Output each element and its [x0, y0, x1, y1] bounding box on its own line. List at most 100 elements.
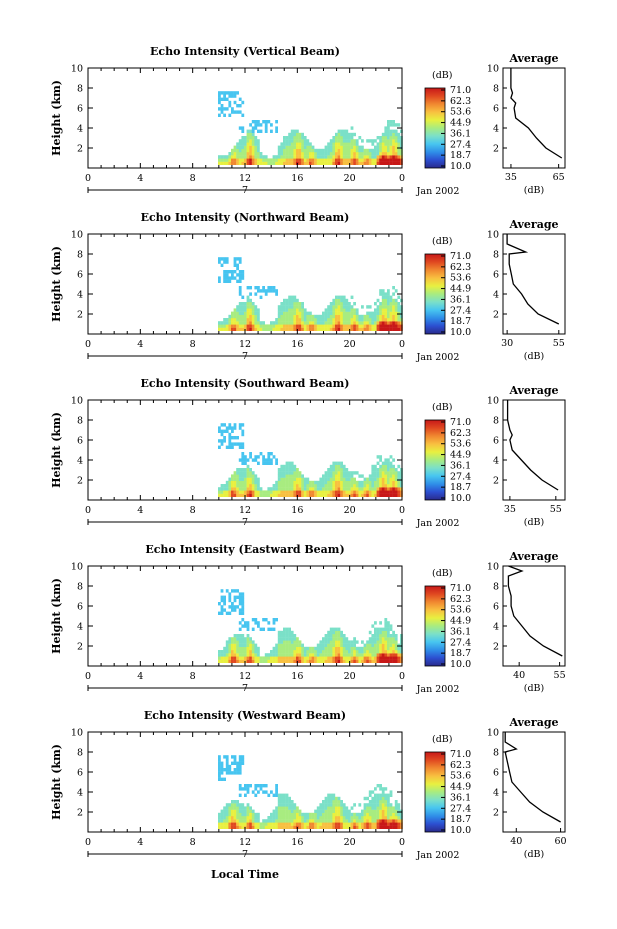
x-tick-label: 8 [190, 837, 196, 848]
heatmap-cell [228, 656, 232, 660]
heatmap-cell [303, 659, 307, 663]
heatmap-cell [272, 819, 276, 823]
heatmap-cell [251, 627, 255, 631]
heatmap-cell [218, 761, 221, 765]
heatmap-cell [337, 295, 341, 299]
profile-y-tick-label: 4 [493, 290, 499, 301]
heatmap-cell [329, 637, 333, 641]
heatmap-cell [361, 659, 364, 663]
heatmap-cell [316, 493, 320, 497]
heatmap-cell [246, 142, 250, 146]
heatmap-cell [251, 327, 255, 331]
heatmap-cell [233, 477, 237, 481]
heatmap-cell [361, 158, 364, 162]
heatmap-cell [374, 490, 377, 494]
heatmap-cell [233, 161, 237, 165]
heatmap-cell [345, 487, 349, 491]
heatmap-cell [389, 474, 393, 478]
heatmap-cell [298, 812, 302, 817]
heatmap-cell [233, 809, 237, 813]
heatmap-cell [316, 646, 320, 651]
heatmap-cell [392, 324, 395, 328]
heatmap-cell [392, 132, 395, 137]
heatmap-cell [288, 806, 291, 810]
heatmap-cell [246, 819, 250, 823]
heatmap-cell [361, 653, 364, 657]
heatmap-cell [306, 812, 310, 817]
heatmap-cell [296, 471, 299, 475]
heatmap-cell [220, 439, 224, 443]
heatmap-cell [329, 324, 333, 328]
heatmap-cell [267, 487, 271, 491]
heatmap-cell [228, 324, 232, 328]
colorbar-tick-label: 71.0 [450, 749, 471, 760]
heatmap-cell [283, 487, 286, 491]
heatmap-cell [244, 822, 247, 826]
heatmap-cell [233, 257, 237, 261]
heatmap-cell [379, 796, 382, 801]
heatmap-cell [257, 145, 260, 149]
heatmap-cell [270, 161, 273, 165]
chart-title: Echo Intensity (Eastward Beam) [145, 543, 344, 556]
heatmap-cell [384, 461, 388, 465]
heatmap-cell [301, 136, 304, 140]
heatmap-cell [327, 646, 330, 651]
heatmap-cell [381, 480, 385, 485]
heatmap-cell [264, 126, 268, 130]
heatmap-cell [223, 602, 226, 606]
heatmap-cell [220, 104, 224, 108]
heatmap-cell [231, 107, 234, 111]
heatmap-cell [257, 656, 260, 660]
x-tick-label: 12 [239, 671, 251, 682]
heatmap-cell [298, 161, 302, 165]
heatmap-cell [376, 487, 380, 491]
heatmap-cell [371, 477, 375, 481]
heatmap-cell [241, 477, 245, 481]
heatmap-cell [358, 812, 362, 817]
heatmap-cell [348, 656, 351, 660]
heatmap-cell [366, 158, 369, 162]
heatmap-cell [288, 637, 291, 641]
heatmap-cell [228, 158, 232, 162]
heatmap-cell [397, 806, 401, 810]
heatmap-cell [397, 311, 401, 315]
heatmap-cell [290, 158, 294, 162]
heatmap-cell [353, 324, 356, 328]
heatmap-cell [379, 321, 382, 325]
heatmap-cell [254, 653, 258, 657]
heatmap-cell [298, 816, 302, 820]
heatmap-cell [218, 656, 221, 660]
heatmap-cell [246, 318, 250, 322]
heatmap-cell [322, 484, 325, 488]
heatmap-cell [327, 487, 330, 491]
heatmap-cell [387, 311, 390, 315]
heatmap-cell [389, 484, 393, 488]
heatmap-cell [254, 646, 258, 651]
heatmap-cell [389, 148, 393, 153]
heatmap-cell [400, 129, 403, 133]
heatmap-cell [350, 152, 354, 156]
heatmap-cell [329, 653, 333, 657]
heatmap-cell [400, 145, 403, 149]
heatmap-cell [296, 816, 299, 820]
heatmap-cell [342, 158, 346, 162]
heatmap-cell [277, 800, 281, 804]
heatmap-cell [288, 643, 291, 647]
heatmap-cell [311, 152, 315, 156]
heatmap-cell [272, 155, 276, 159]
heatmap-cell [374, 308, 377, 312]
heatmap-cell [285, 321, 289, 325]
heatmap-cell [394, 298, 398, 303]
heatmap-cell [345, 311, 349, 315]
heatmap-cell [251, 640, 255, 644]
heatmap-cell [319, 327, 323, 331]
heatmap-cell [223, 273, 226, 277]
heatmap-cell [366, 318, 369, 322]
heatmap-cell [290, 825, 294, 829]
heatmap-cell [329, 656, 333, 660]
heatmap-cell [306, 816, 310, 820]
heatmap-cell [231, 602, 234, 606]
heatmap-cell [345, 298, 349, 303]
heatmap-cell [394, 471, 398, 475]
heatmap-cell [231, 110, 234, 114]
